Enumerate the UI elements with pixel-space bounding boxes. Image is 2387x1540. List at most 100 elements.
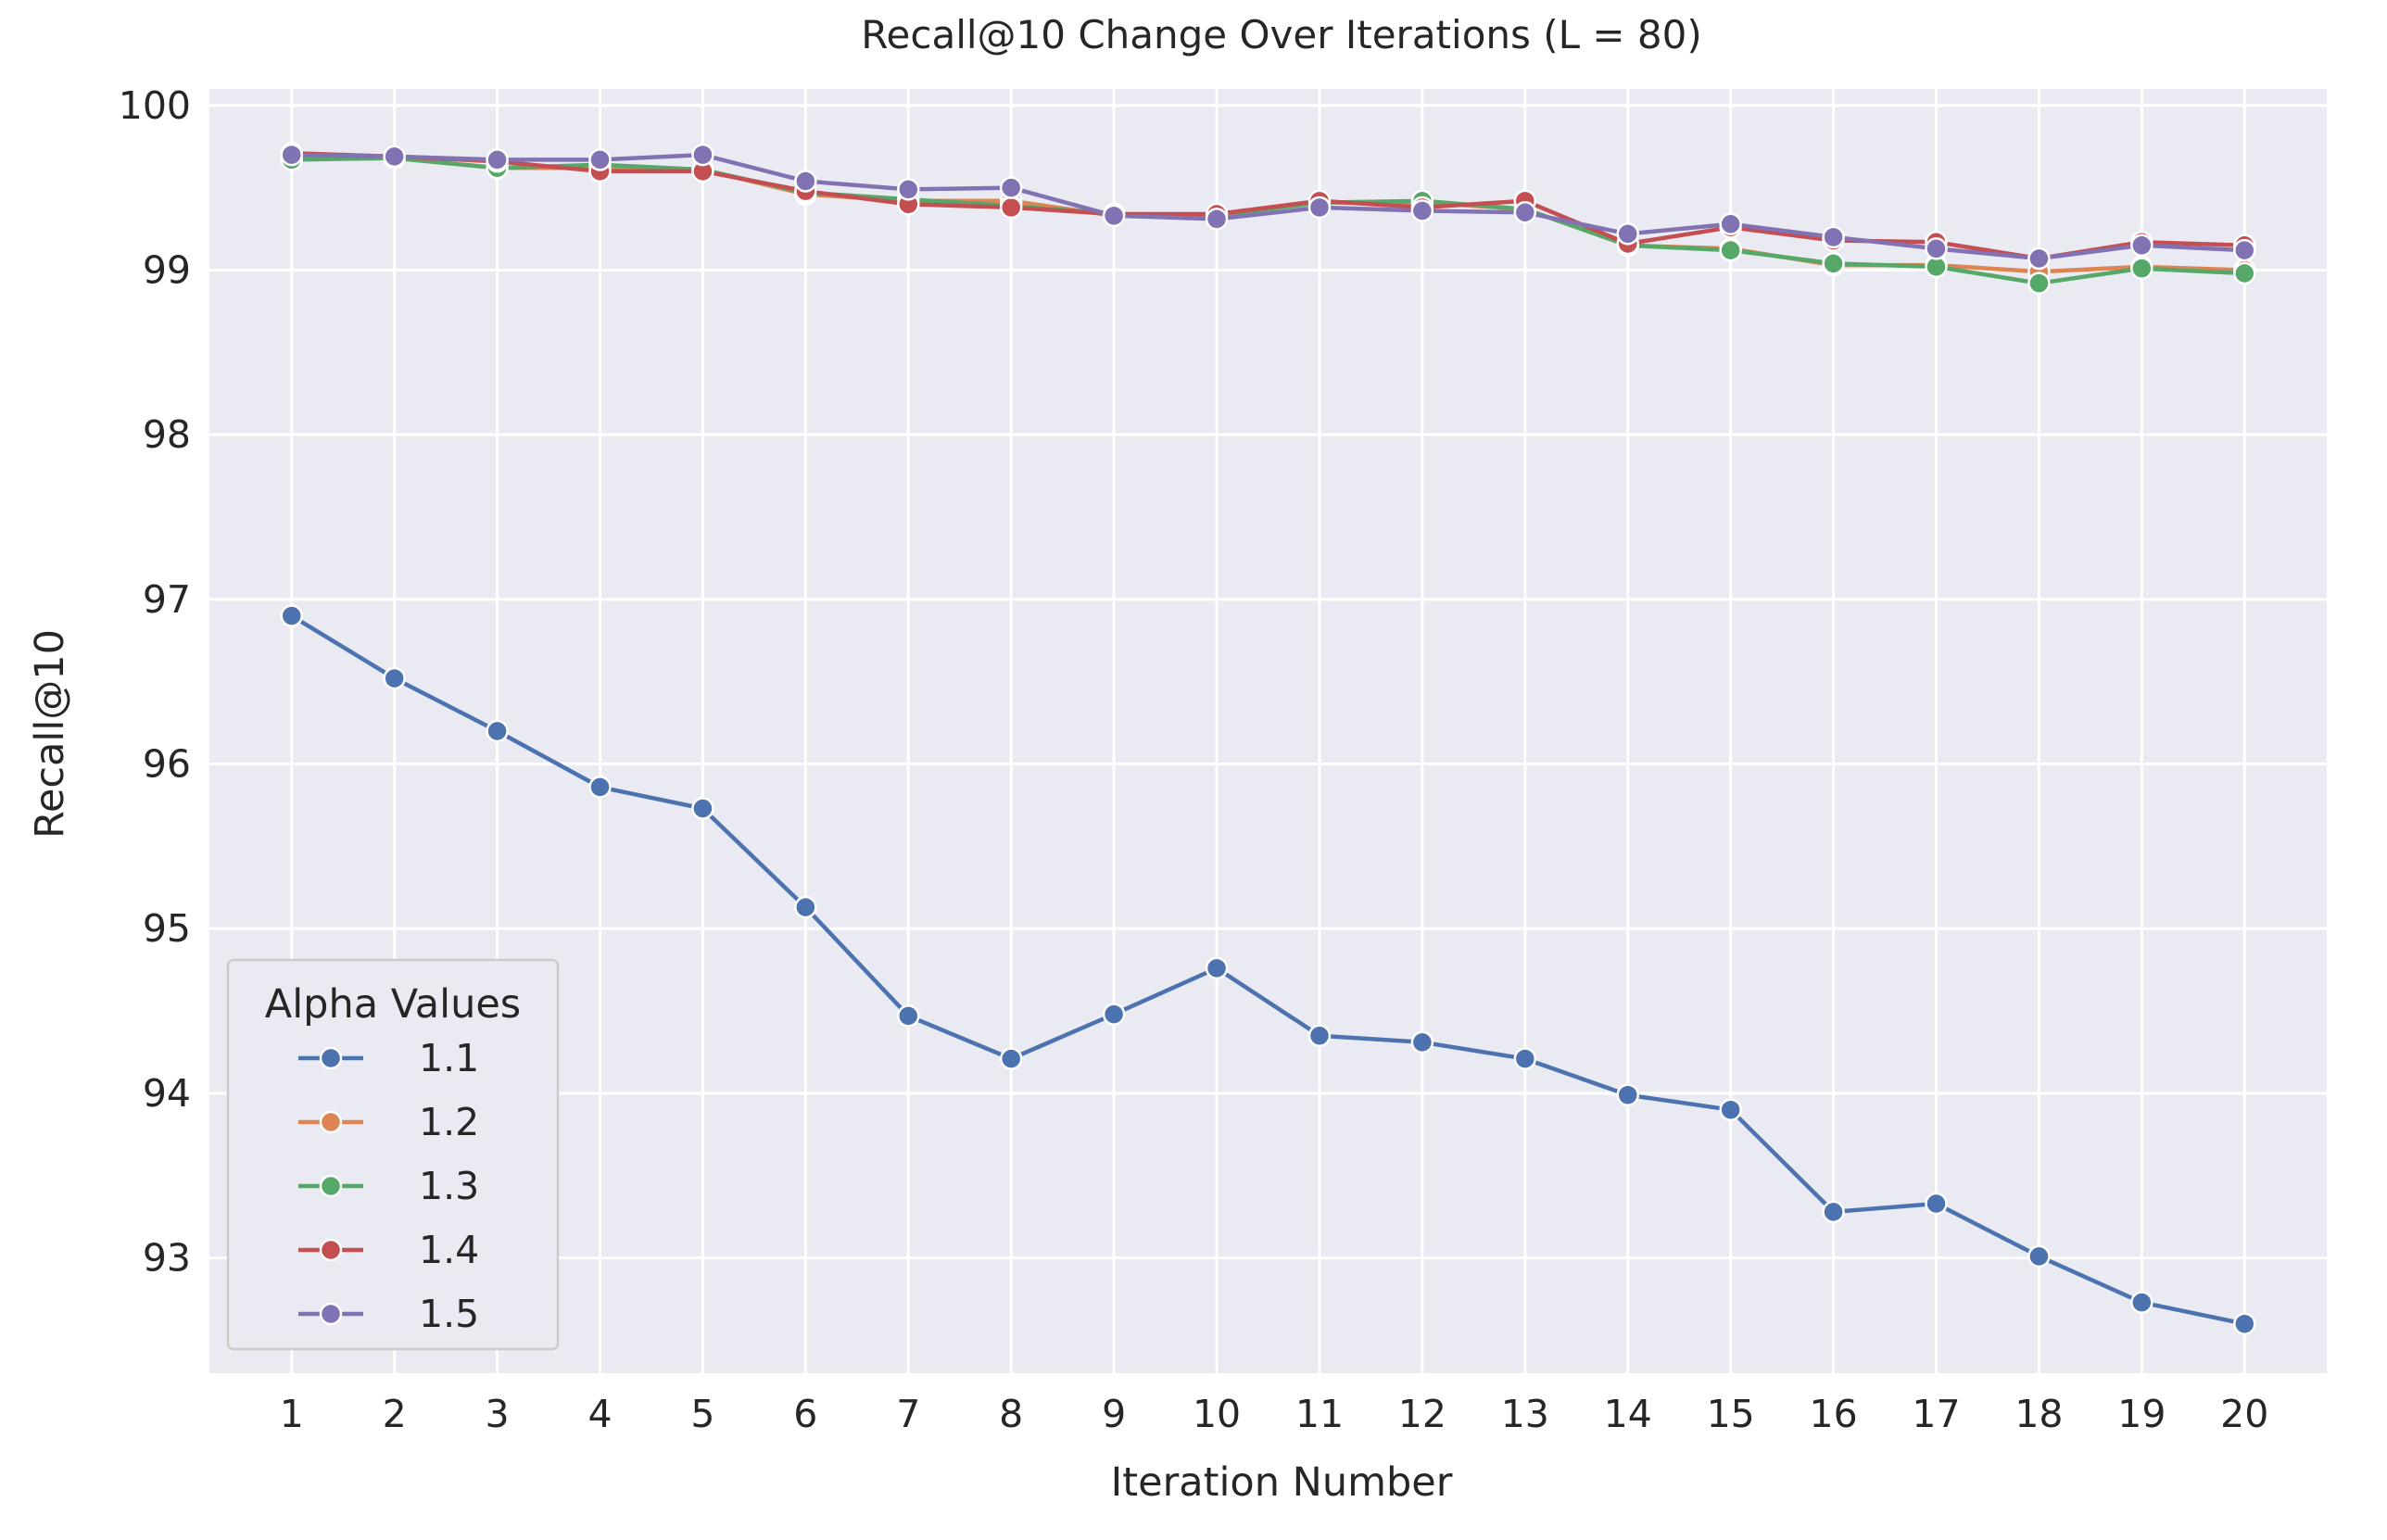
x-tick-label: 9	[1102, 1392, 1126, 1436]
x-axis-label: Iteration Number	[1111, 1459, 1453, 1506]
x-tick-label: 2	[383, 1392, 407, 1436]
data-point	[2130, 1291, 2153, 1314]
data-point	[1925, 1192, 1948, 1216]
legend-marker	[319, 1302, 343, 1326]
legend-marker	[319, 1174, 343, 1198]
y-tick-label: 98	[143, 412, 191, 457]
legend: Alpha Values 1.1 1.2 1.3 1.4 1.5	[226, 958, 560, 1351]
data-point	[486, 148, 509, 171]
y-tick-label: 93	[143, 1236, 191, 1281]
x-tick-label: 20	[2220, 1392, 2268, 1436]
x-tick-label: 4	[587, 1392, 612, 1436]
legend-marker	[319, 1238, 343, 1262]
data-point	[691, 797, 714, 820]
legend-item: 1.4	[298, 1228, 479, 1272]
data-point	[383, 145, 406, 169]
data-point	[1102, 1003, 1126, 1026]
data-point	[1513, 201, 1537, 224]
y-tick-label: 97	[143, 577, 191, 622]
legend-label: 1.1	[419, 1036, 479, 1080]
x-tick-label: 5	[690, 1392, 714, 1436]
data-point	[897, 1004, 920, 1028]
y-tick-label: 96	[143, 742, 191, 787]
data-point	[588, 148, 612, 171]
data-point	[897, 178, 920, 201]
data-point	[2130, 257, 2153, 280]
data-point	[588, 776, 612, 799]
x-tick-label: 17	[1912, 1392, 1960, 1436]
series-lines	[280, 142, 2256, 1335]
y-tick-label: 94	[143, 1071, 191, 1116]
data-point	[486, 719, 509, 743]
x-tick-label: 15	[1707, 1392, 1755, 1436]
data-point	[1822, 252, 1845, 275]
x-tick-label: 8	[999, 1392, 1023, 1436]
x-tick-label: 18	[2014, 1392, 2063, 1436]
series-1-5	[280, 143, 2256, 271]
x-tick-label: 11	[1295, 1392, 1344, 1436]
data-point	[999, 1047, 1023, 1070]
legend-item: 1.5	[298, 1292, 479, 1336]
data-point	[383, 666, 406, 690]
data-point	[1616, 1083, 1639, 1106]
data-point	[691, 143, 714, 167]
x-tick-label: 6	[793, 1392, 817, 1436]
data-point	[2130, 234, 2153, 258]
data-point	[1205, 208, 1229, 231]
axes: 1 2 3 4 5 6 7 8 9 10 11 12 13 14 15 16 17 18 19 20939495969…	[119, 83, 2269, 1436]
legend-label: 1.4	[419, 1228, 479, 1272]
data-point	[794, 895, 817, 919]
x-tick-label: 13	[1501, 1392, 1549, 1436]
data-point	[999, 196, 1023, 220]
y-tick-label: 95	[143, 906, 191, 951]
legend-label: 1.3	[419, 1164, 479, 1208]
data-point	[280, 604, 303, 627]
legend-label: 1.5	[419, 1292, 479, 1336]
legend-item: 1.2	[298, 1100, 479, 1144]
x-tick-label: 10	[1193, 1392, 1241, 1436]
x-tick-label: 12	[1398, 1392, 1446, 1436]
data-point	[1822, 225, 1845, 249]
data-point	[280, 143, 303, 167]
data-point	[999, 176, 1023, 199]
data-point	[1719, 238, 1742, 262]
data-point	[794, 170, 817, 193]
data-point	[2233, 238, 2256, 262]
y-tick-label: 99	[143, 247, 191, 292]
data-point	[1822, 1200, 1845, 1224]
x-tick-label: 1	[280, 1392, 304, 1436]
x-tick-label: 3	[486, 1392, 510, 1436]
grid-lines	[209, 89, 2327, 1373]
legend-title: Alpha Values	[265, 981, 521, 1028]
data-point	[2233, 261, 2256, 285]
legend-marker	[319, 1110, 343, 1134]
legend-item: 1.3	[298, 1164, 479, 1208]
data-point	[1719, 212, 1742, 235]
data-point	[1307, 196, 1332, 220]
legend-label: 1.2	[419, 1100, 479, 1144]
series-1-1	[280, 604, 2256, 1335]
data-point	[2233, 1312, 2256, 1335]
data-point	[1307, 1024, 1332, 1047]
data-point	[1410, 1030, 1434, 1054]
y-axis-label: Recall@10	[27, 629, 73, 839]
x-tick-label: 16	[1809, 1392, 1857, 1436]
data-point	[1205, 956, 1229, 980]
data-point	[2027, 271, 2051, 295]
x-tick-label: 14	[1604, 1392, 1652, 1436]
data-point	[1616, 222, 1639, 246]
series-line	[291, 151, 2245, 261]
data-point	[1513, 1047, 1537, 1070]
legend-marker	[319, 1046, 343, 1070]
plot-area	[209, 89, 2327, 1373]
series-line	[291, 152, 2245, 261]
data-point	[2027, 1244, 2051, 1269]
legend-item: 1.1	[298, 1036, 479, 1080]
data-point	[1925, 237, 1948, 260]
series-line	[290, 613, 2245, 1326]
data-point	[1102, 204, 1126, 228]
y-tick-label: 100	[119, 83, 191, 128]
data-point	[2027, 246, 2051, 271]
